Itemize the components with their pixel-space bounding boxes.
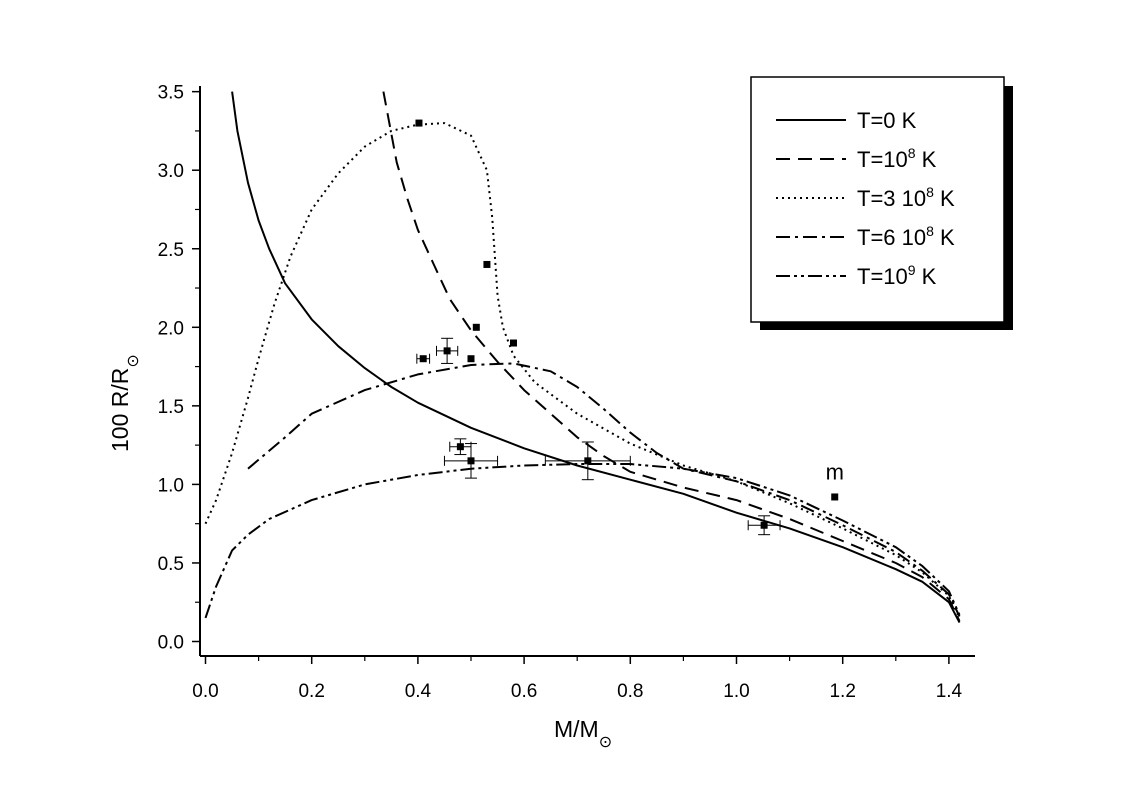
x-tick-label: 0.8 [617,681,643,702]
plot-axes: 0.0 0.2 0.4 0.6 0.8 1.0 1.2 1.4 0.0 0.5 1.0 1.5 2.0… [158,83,975,702]
y-tick-label: 0.5 [158,554,184,575]
series-line-2 [382,91,961,622]
legend-items: T=0 K T=108 K T=3 108 K T=6 108 K T=109 K [776,108,955,289]
data-point [831,493,839,501]
x-tick-label: 0.6 [511,681,537,702]
x-tick-label: 0.0 [192,681,218,702]
legend-label-4: T=6 108 K [857,223,955,250]
observations-layer [415,119,839,536]
y-tick-label: 3.5 [158,83,184,104]
legend-box [750,76,1005,323]
y-axis-title-main: 100 R/R [107,368,133,452]
y-tick-label: 2.0 [158,318,184,339]
series-layer [204,91,961,624]
legend: T=0 K T=108 K T=3 108 K T=6 108 K T=109 K [750,76,1013,330]
point-annotation: m [826,460,844,485]
y-tick-label: 0.0 [158,633,184,654]
y-axis-title-sub: ⊙ [125,354,142,367]
series-line-4 [247,362,961,617]
legend-label-1: T=0 K [857,108,917,133]
y-tick-label: 2.5 [158,240,184,261]
data-point [760,521,768,529]
data-point [443,347,451,355]
series-line-5 [204,463,961,619]
x-tick-label: 1.2 [829,681,855,702]
data-point [467,457,475,465]
x-tick-label: 0.2 [298,681,324,702]
legend-label-3: T=3 108 K [857,184,955,211]
y-tick-label: 3.0 [158,161,184,182]
data-point [415,119,423,127]
annotation-layer: m [826,460,844,485]
x-tick-label: 1.4 [936,681,963,702]
y-tick-label: 1.5 [158,397,184,418]
legend-label-5: T=109 K [857,262,937,289]
y-ticks: 0.0 0.5 1.0 1.5 2.0 2.5 3.0 3.5 [158,83,200,654]
data-point [483,260,491,268]
y-axis-title: 100 R/R⊙ [107,354,142,452]
x-axis-title-main: M/M [554,716,599,742]
data-point [467,355,475,363]
x-tick-label: 1.0 [723,681,749,702]
x-axis-title: M/M⊙ [554,716,612,751]
x-axis-title-sub: ⊙ [599,734,612,751]
x-tick-label: 0.4 [405,681,432,702]
data-point [584,457,592,465]
y-tick-label: 1.0 [158,475,184,496]
x-ticks: 0.0 0.2 0.4 0.6 0.8 1.0 1.2 1.4 [192,656,963,702]
data-point [509,339,517,347]
data-point [419,355,427,363]
series-line-1 [231,91,961,624]
legend-label-2: T=108 K [857,145,937,172]
data-point [456,443,464,451]
data-point [472,323,480,331]
